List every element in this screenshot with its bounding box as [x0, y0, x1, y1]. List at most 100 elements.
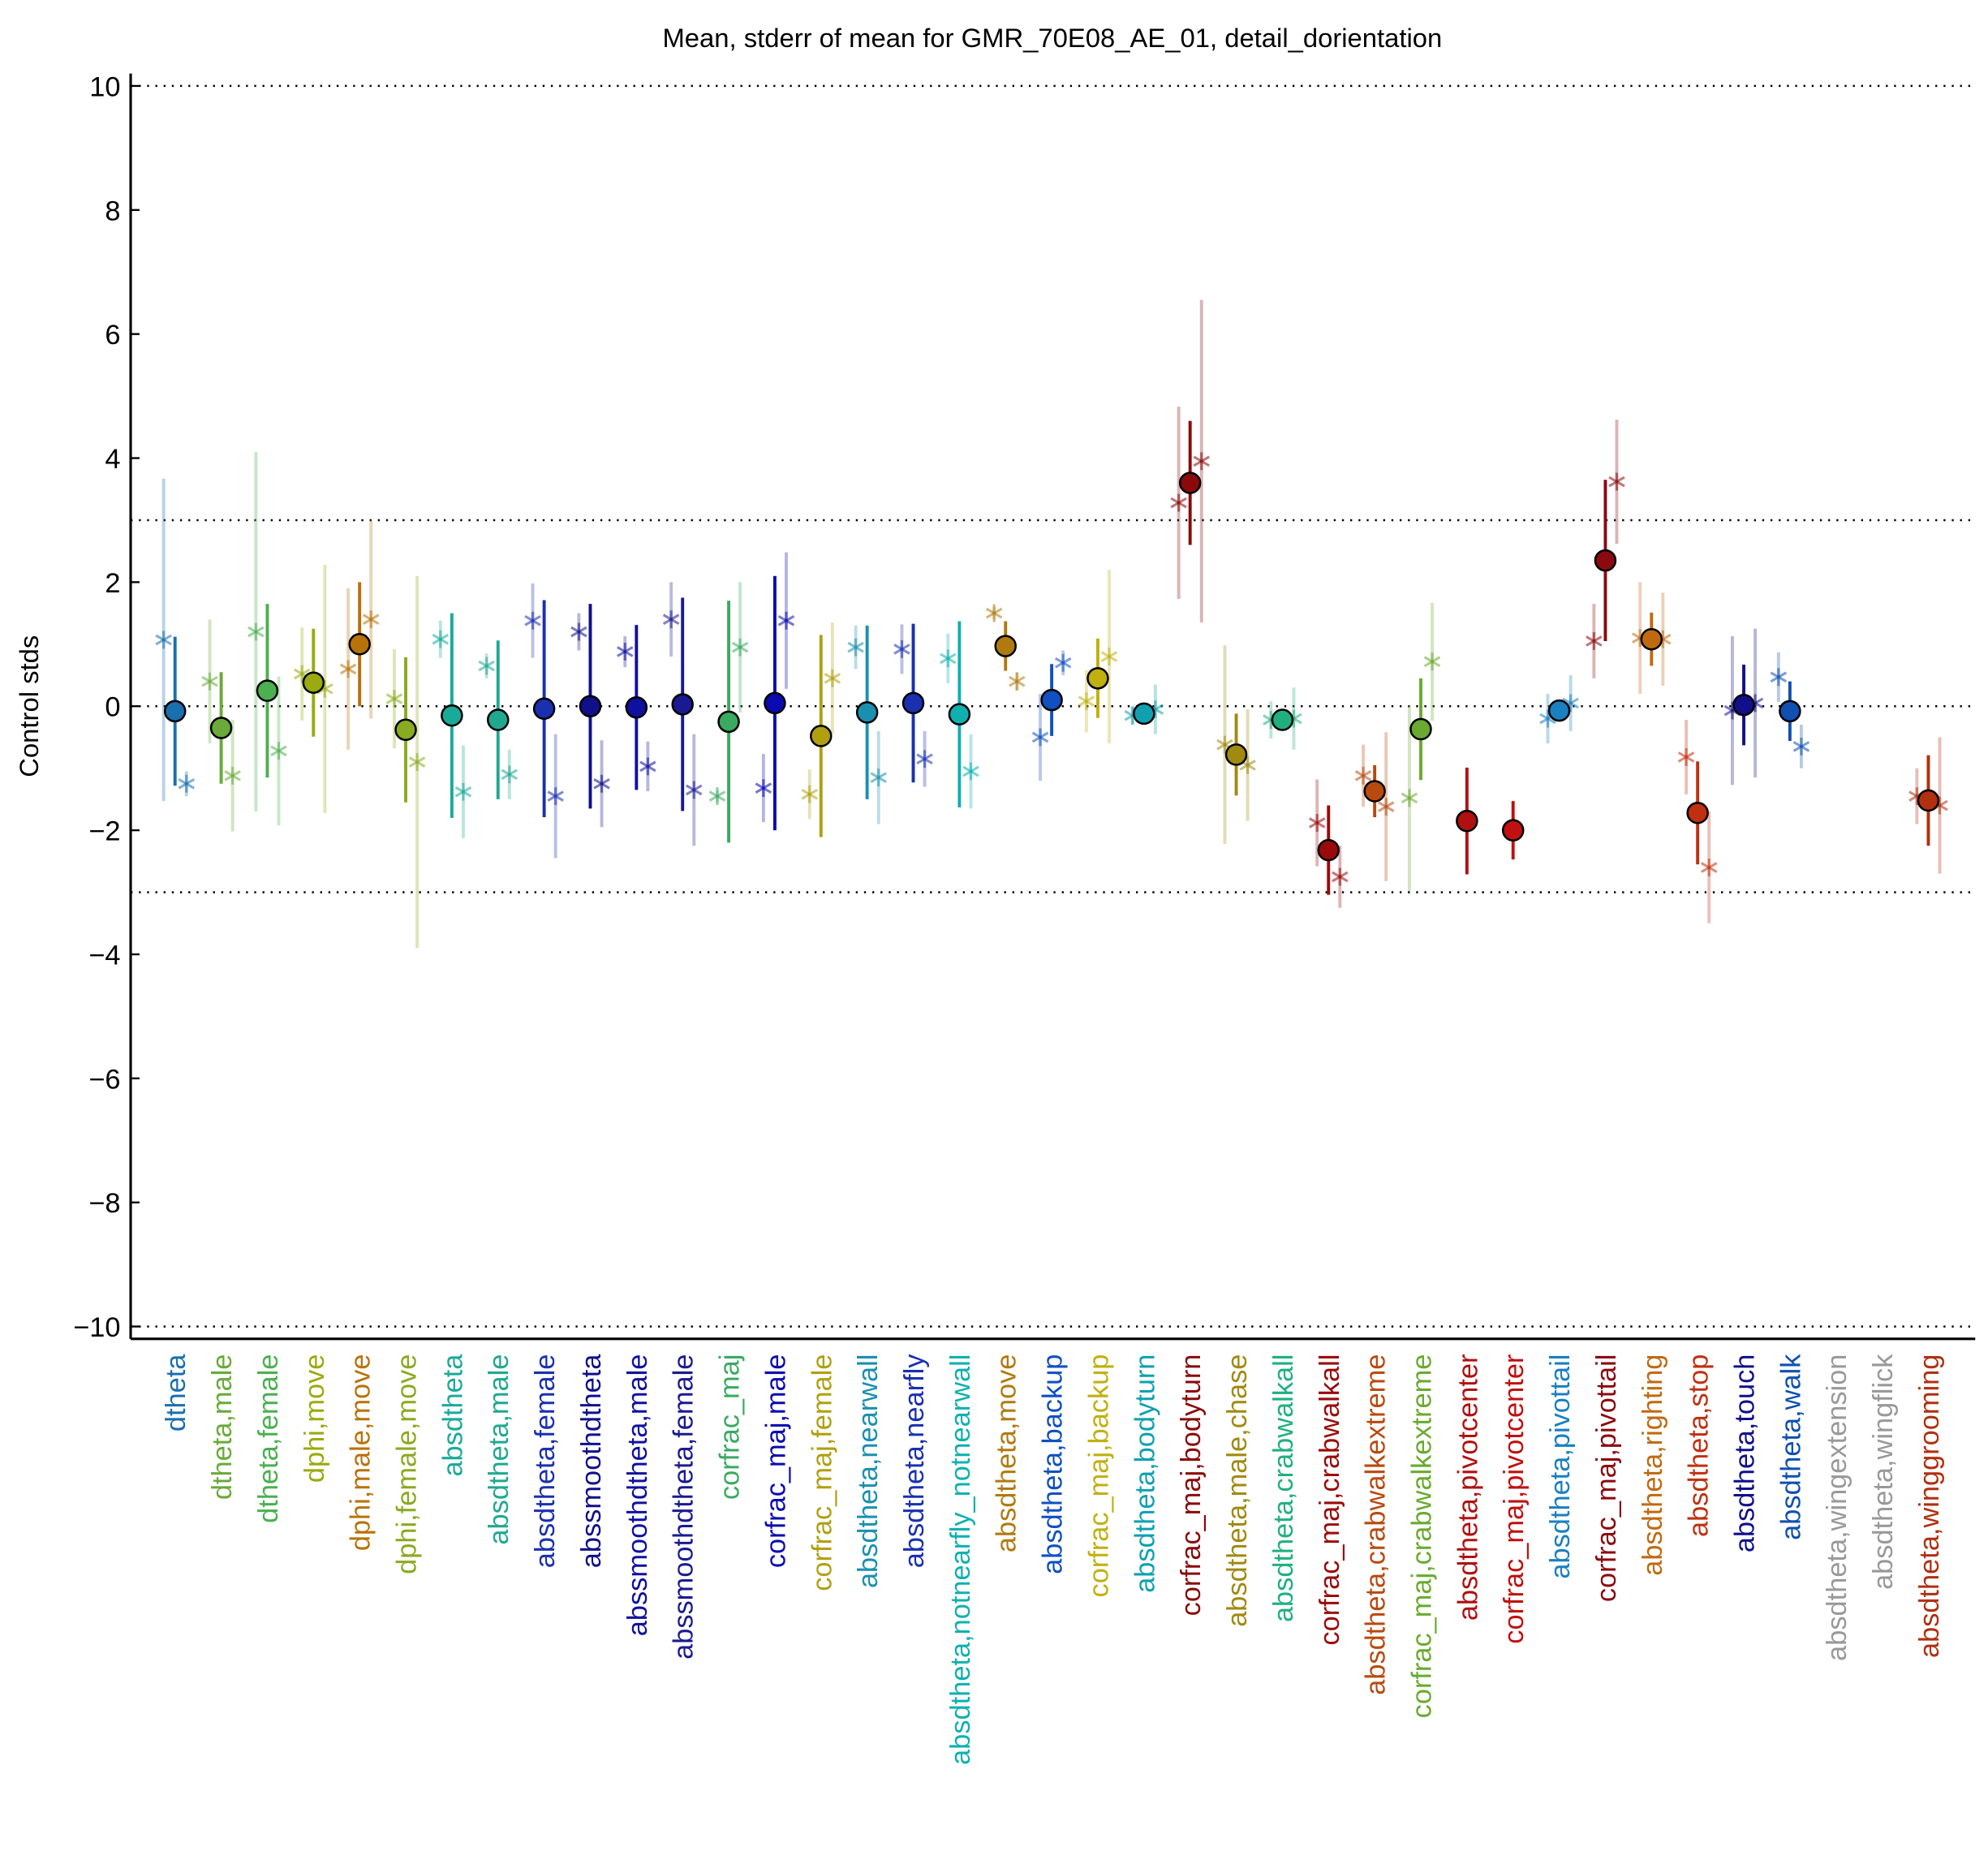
- replicate-mean: [247, 622, 265, 641]
- y-tick-label: −6: [88, 1064, 120, 1095]
- x-tick-label: absdtheta,wingflick: [1868, 1354, 1899, 1590]
- replicate-mean: [685, 781, 703, 799]
- star-stroke: [916, 753, 933, 765]
- y-tick-label: −8: [88, 1188, 120, 1219]
- x-tick-label: dtheta,female: [253, 1354, 284, 1523]
- mean-marker: [302, 671, 325, 694]
- replicate-mean: [270, 742, 287, 760]
- y-tick-label: −10: [73, 1312, 120, 1343]
- mean-marker: [1133, 702, 1155, 725]
- star-stroke: [985, 607, 1003, 619]
- replicate-mean: [593, 774, 610, 793]
- mean-marker: [532, 697, 556, 721]
- mean-marker: [1640, 627, 1663, 651]
- mean-marker: [1547, 699, 1571, 722]
- mean-marker: [625, 696, 648, 719]
- star-stroke: [201, 675, 218, 687]
- replicate-mean: [916, 750, 933, 769]
- replicate-mean: [1078, 692, 1095, 711]
- mean-marker: [163, 700, 187, 723]
- replicate-mean: [201, 672, 218, 691]
- replicate-mean: [1193, 452, 1210, 471]
- y-tick-label: 2: [105, 568, 120, 599]
- replicate-mean: [893, 639, 910, 658]
- replicate-mean: [870, 769, 887, 787]
- star-stroke: [639, 760, 656, 773]
- replicate-mean: [1031, 728, 1049, 747]
- replicate-mean: [339, 660, 357, 678]
- star-stroke: [385, 693, 403, 704]
- replicate-mean: [1100, 648, 1118, 666]
- replicate-mean: [1354, 766, 1372, 785]
- replicate-mean: [1170, 493, 1187, 512]
- y-tick-label: −2: [88, 816, 120, 847]
- chart-title: Mean, stderr of mean for GMR_70E08_AE_01…: [662, 23, 1442, 53]
- x-tick-label: dphi,move: [299, 1354, 330, 1483]
- x-tick-label: absdtheta: [437, 1354, 468, 1477]
- mean-marker: [1317, 838, 1340, 862]
- x-tick-label: absdtheta,stop: [1684, 1354, 1715, 1537]
- replicate-mean: [708, 787, 726, 806]
- star-stroke: [1170, 497, 1187, 509]
- star-stroke: [731, 641, 749, 653]
- y-tick-label: 0: [105, 692, 120, 723]
- mean-marker: [764, 691, 786, 715]
- mean-marker: [579, 695, 602, 717]
- star-stroke: [432, 633, 450, 645]
- x-tick-label: corfrac_maj,crabwalkall: [1315, 1354, 1345, 1646]
- x-tick-label: absdtheta,male: [484, 1354, 514, 1545]
- x-tick-label: absdtheta,crabwalkextreme: [1361, 1354, 1392, 1695]
- mean-marker: [1363, 780, 1386, 803]
- replicate-mean: [731, 638, 749, 657]
- star-stroke: [1586, 635, 1603, 647]
- replicate-mean: [570, 622, 587, 641]
- mean-marker: [1040, 688, 1063, 712]
- mean-marker: [1409, 717, 1432, 741]
- x-tick-label: absdtheta,female: [530, 1354, 561, 1569]
- mean-marker: [441, 704, 463, 727]
- star-stroke: [685, 784, 703, 796]
- star-stroke: [155, 634, 172, 646]
- replicate-mean: [777, 611, 795, 630]
- mean-marker: [717, 710, 740, 734]
- x-tick-label: absdtheta,move: [992, 1354, 1022, 1553]
- y-tick-label: 4: [105, 444, 120, 475]
- replicate-mean: [1308, 814, 1326, 832]
- replicate-mean: [178, 774, 196, 793]
- y-axis-label: Control stds: [14, 635, 44, 777]
- star-stroke: [708, 790, 726, 802]
- star-stroke: [1792, 741, 1810, 752]
- y-tick-label: 8: [105, 196, 120, 226]
- replicate-mean: [1423, 652, 1441, 671]
- replicate-mean: [847, 638, 864, 657]
- mean-marker: [1732, 693, 1755, 717]
- replicate-mean: [1009, 672, 1026, 691]
- star-stroke: [408, 756, 426, 768]
- replicate-mean: [1677, 747, 1695, 766]
- star-stroke: [1078, 695, 1095, 707]
- replicate-mean: [1586, 632, 1603, 650]
- x-tick-label: corfrac_maj,backup: [1083, 1354, 1114, 1598]
- mean-marker: [1271, 708, 1294, 731]
- star-stroke: [962, 765, 979, 777]
- x-tick-label: absdtheta,nearfly: [899, 1354, 930, 1568]
- star-stroke: [801, 788, 818, 800]
- star-stroke: [824, 673, 841, 684]
- x-tick-label: absdtheta,touch: [1730, 1354, 1761, 1553]
- mean-marker: [1224, 743, 1248, 766]
- star-stroke: [224, 770, 241, 781]
- star-stroke: [755, 782, 772, 794]
- x-tick-label: corfrac_maj,pivotcenter: [1499, 1354, 1530, 1644]
- x-tick-label: corfrac_maj: [715, 1354, 746, 1500]
- mean-marker: [1087, 667, 1109, 690]
- star-stroke: [893, 644, 910, 655]
- replicate-mean: [155, 631, 172, 649]
- replicate-mean: [1770, 668, 1788, 687]
- x-tick-label: corfrac_maj,male: [760, 1354, 791, 1569]
- mean-marker: [1779, 700, 1801, 723]
- star-stroke: [178, 777, 196, 790]
- star-stroke: [270, 745, 287, 757]
- replicate-mean: [1700, 859, 1718, 876]
- replicate-mean: [1377, 798, 1395, 816]
- mean-marker: [1686, 801, 1709, 825]
